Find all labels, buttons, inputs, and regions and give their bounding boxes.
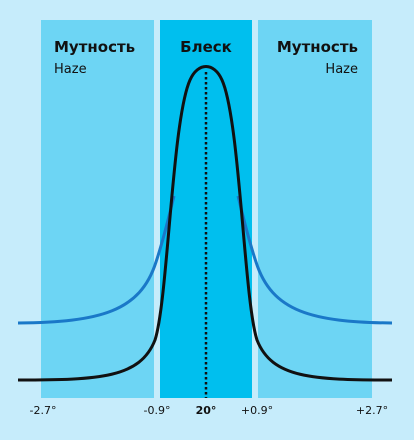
band-title: Блеск [180, 38, 232, 56]
band-subtitle: Haze [325, 62, 358, 77]
gloss-curve [17, 65, 393, 382]
haze-curve [17, 195, 176, 325]
axis-label: -2.7° [30, 404, 57, 417]
axis-label: +2.7° [356, 404, 388, 417]
haze-curve [236, 195, 393, 325]
axis-label: +0.9° [241, 404, 273, 417]
axis-label: 20° [196, 404, 217, 417]
haze-band-left [41, 20, 154, 398]
axis-label: -0.9° [144, 404, 171, 417]
band-title: Мутность [54, 38, 135, 56]
band-subtitle: Haze [54, 62, 87, 77]
band-title: Мутность [277, 38, 358, 56]
haze-band-right [258, 20, 372, 398]
